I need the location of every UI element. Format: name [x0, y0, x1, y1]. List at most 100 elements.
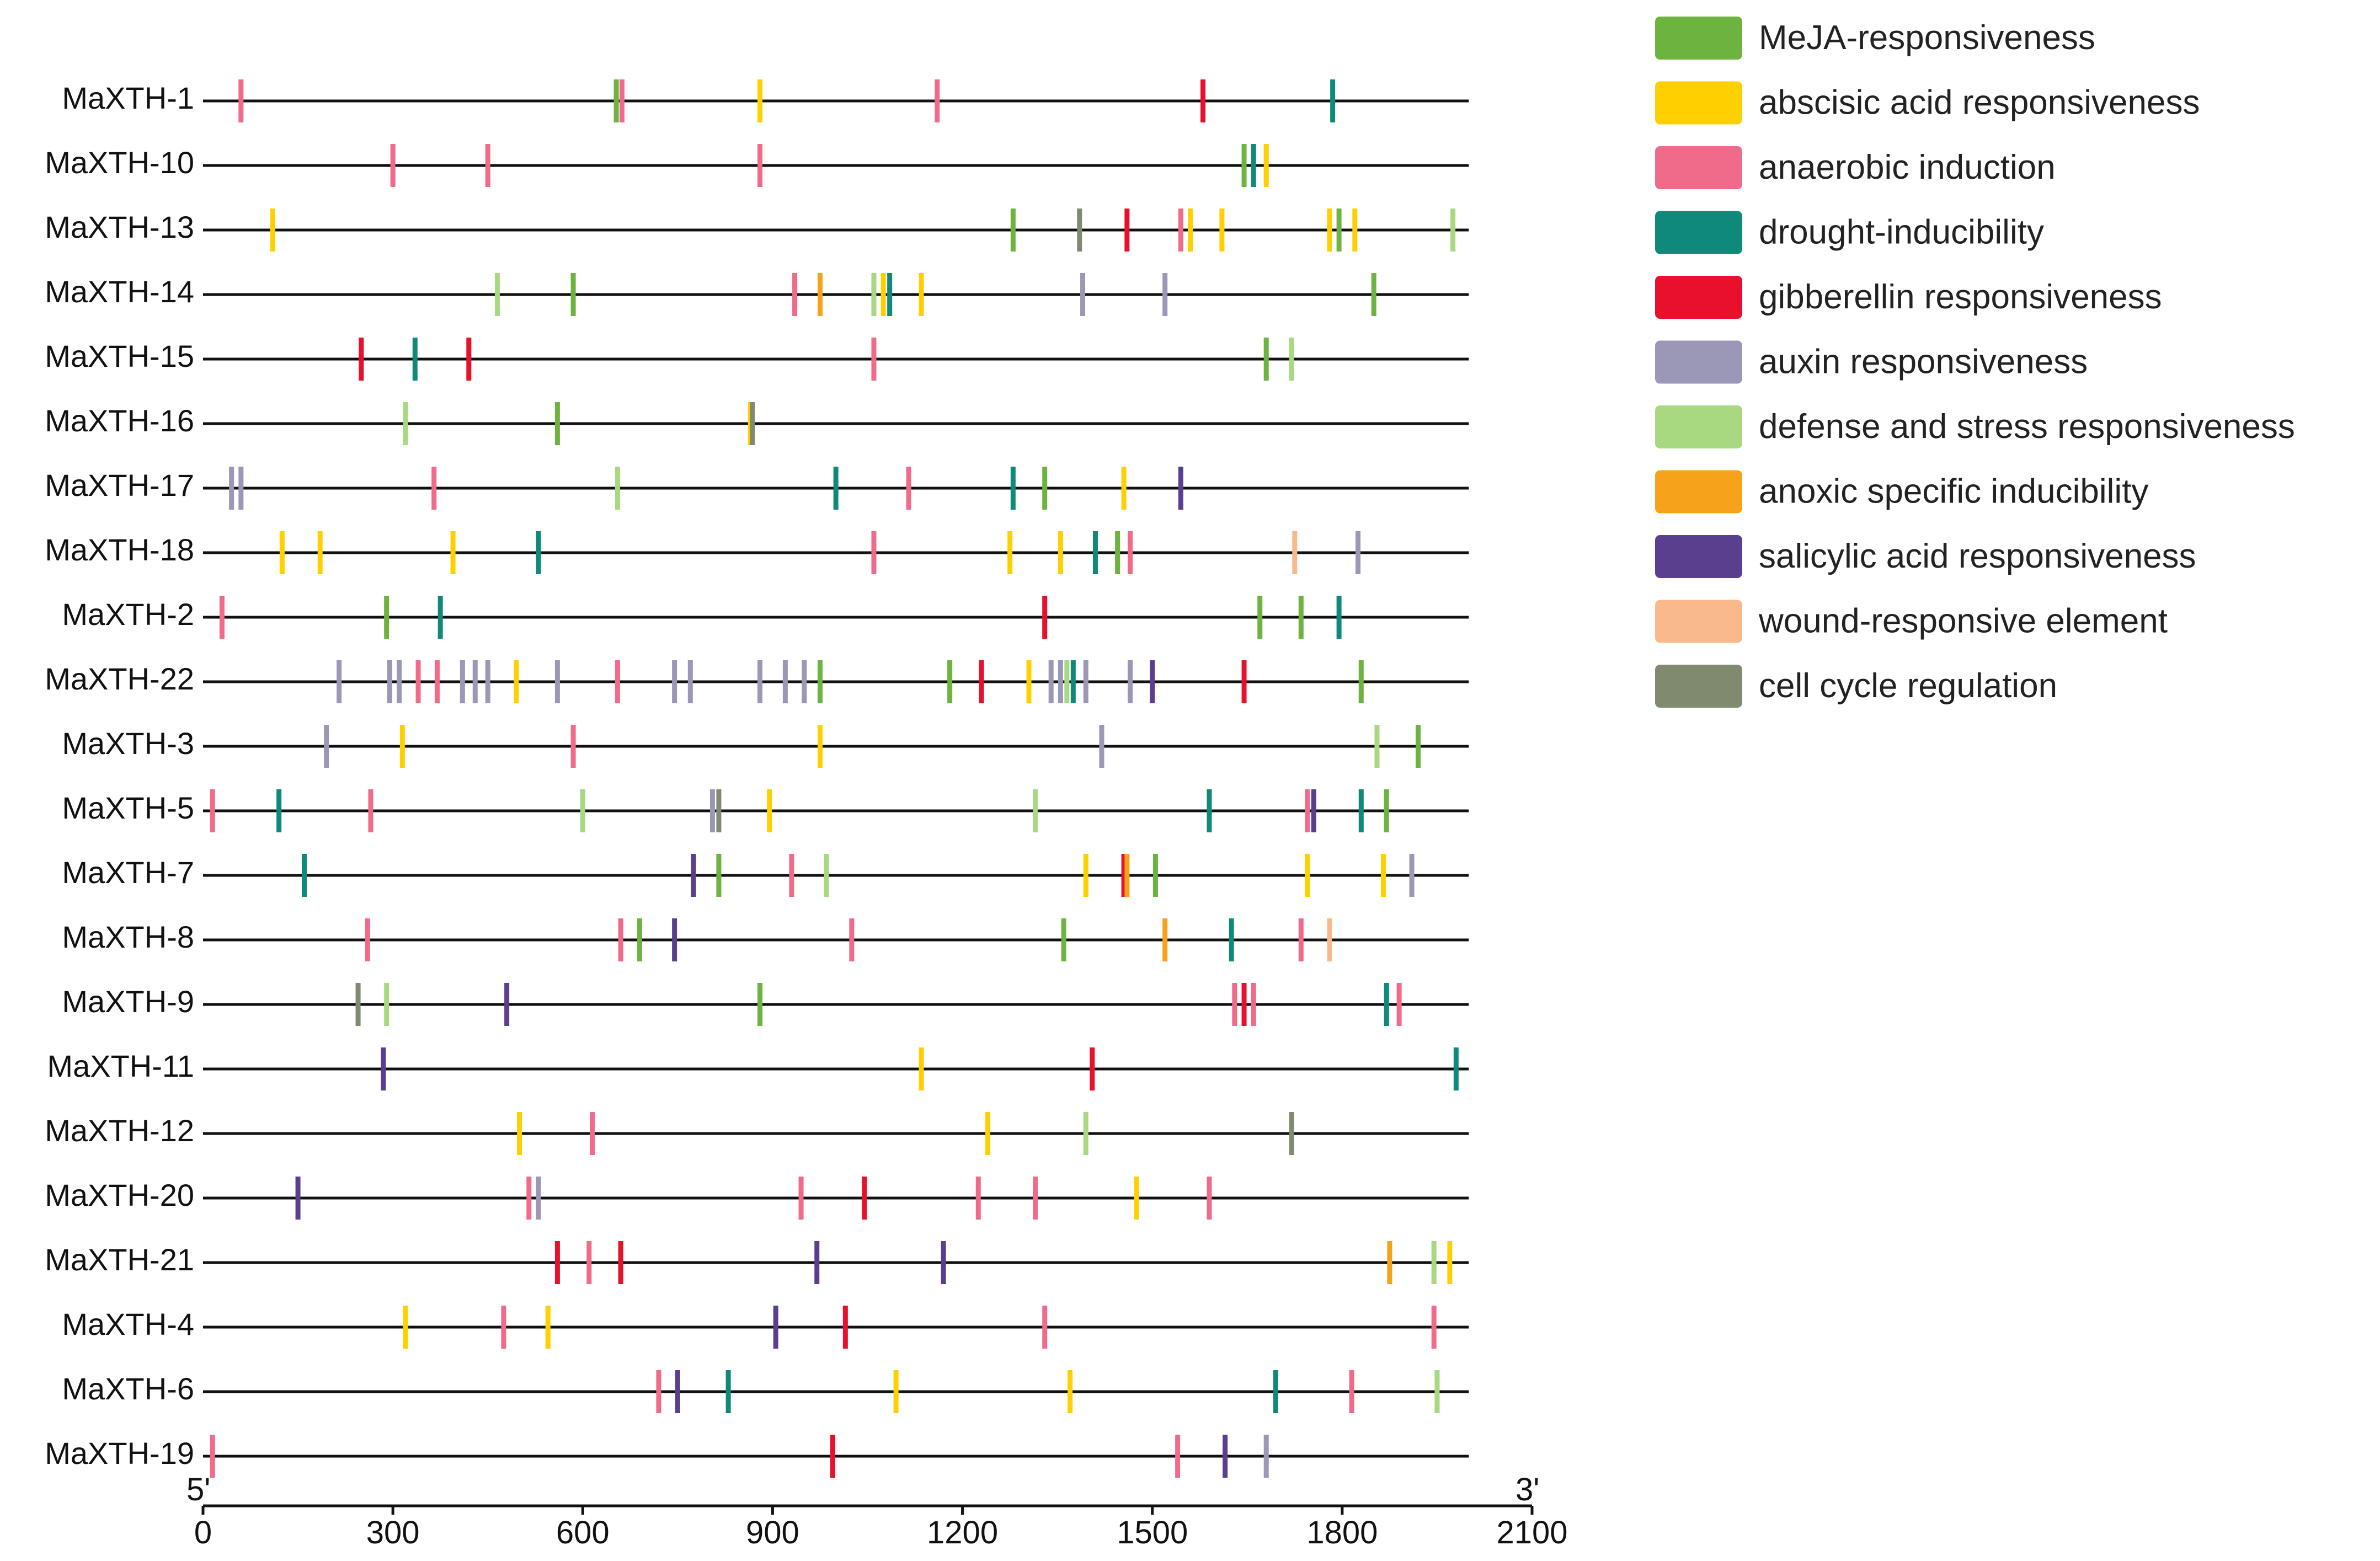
cis-element-mark [1251, 983, 1256, 1026]
legend-label: drought-inducibility [1759, 213, 2044, 252]
cis-element-mark [1150, 660, 1155, 703]
cis-element-mark [1219, 209, 1225, 252]
cis-element-mark [403, 402, 408, 445]
cis-element-mark [1048, 660, 1054, 703]
cis-element-mark [935, 79, 940, 122]
cis-element-mark [390, 144, 396, 187]
cis-element-mark [817, 660, 823, 703]
cis-element-mark [302, 854, 307, 897]
gene-label: MaXTH-8 [62, 920, 194, 954]
x-tick-label: 2100 [1496, 1515, 1567, 1551]
cis-element-mark [337, 660, 342, 703]
cis-element-mark [871, 531, 877, 574]
cis-element-mark [1453, 1047, 1459, 1090]
legend-item: wound-responsive element [1655, 600, 2168, 643]
gene-track: MaXTH-16 [45, 402, 1469, 445]
cis-element-mark [1090, 1047, 1095, 1090]
cis-element-mark [1207, 789, 1212, 832]
cis-element-mark [1387, 1241, 1392, 1284]
gene-track: MaXTH-14 [45, 273, 1469, 316]
gene-label: MaXTH-16 [45, 403, 194, 438]
cis-element-mark [1162, 918, 1168, 961]
cis-element-mark [1070, 660, 1076, 703]
cis-element-mark [466, 338, 472, 381]
cis-element-mark [1311, 789, 1316, 832]
gene-track: MaXTH-1 [62, 79, 1469, 122]
cis-element-mark [1409, 854, 1415, 897]
cis-element-mark [397, 660, 402, 703]
cis-element-mark [1128, 660, 1133, 703]
cis-element-mark [881, 273, 886, 316]
legend-swatch [1655, 405, 1742, 448]
cis-element-mark [1298, 918, 1304, 961]
cis-element-mark [871, 273, 877, 316]
cis-element-mark [387, 660, 392, 703]
cis-element-mark [919, 1047, 924, 1090]
cis-element-mark [1229, 918, 1234, 961]
gene-label: MaXTH-4 [62, 1307, 194, 1341]
cis-element-mark [757, 983, 762, 1026]
legend-label: anoxic specific inducibility [1759, 473, 2148, 511]
cis-element-mark [238, 79, 244, 122]
cis-element-mark [1241, 983, 1247, 1026]
cis-element-mark [415, 660, 421, 703]
gene-track: MaXTH-8 [62, 918, 1469, 961]
cis-element-mark [947, 660, 953, 703]
cis-element-mark [1152, 854, 1158, 897]
legend-label: defense and stress responsiveness [1759, 408, 2295, 446]
cis-element-mark [1007, 531, 1013, 574]
gene-label: MaXTH-21 [45, 1242, 194, 1277]
legend-swatch [1655, 470, 1742, 514]
cis-element-mark [893, 1370, 899, 1413]
cis-element-mark [1042, 467, 1048, 510]
cis-element-mark [1178, 209, 1183, 252]
cis-element-mark [1042, 1306, 1048, 1349]
gene-track: MaXTH-9 [62, 983, 1469, 1026]
legend-swatch [1655, 665, 1742, 708]
cis-element-mark [1188, 209, 1193, 252]
gene-track: MaXTH-11 [47, 1047, 1469, 1090]
cis-element-mark [504, 983, 510, 1026]
cis-element-mark [1099, 725, 1104, 768]
cis-element-mark [1175, 1435, 1181, 1478]
cis-element-mark [887, 273, 893, 316]
cis-element-mark [1121, 854, 1127, 897]
cis-element-mark [619, 79, 625, 122]
gene-track: MaXTH-22 [45, 660, 1469, 703]
cis-element-mark [355, 983, 361, 1026]
cis-element-mark [979, 660, 984, 703]
cis-element-mark [368, 789, 373, 832]
legend-item: anoxic specific inducibility [1655, 470, 2148, 514]
cis-element-mark [613, 79, 619, 122]
cis-element-mark [1241, 660, 1247, 703]
cis-element-mark [1058, 531, 1063, 574]
cis-element-mark [814, 1241, 820, 1284]
cis-element-mark [1384, 983, 1389, 1026]
cis-element-mark [716, 854, 722, 897]
cis-element-mark [526, 1177, 532, 1220]
cis-element-mark [1115, 531, 1120, 574]
legend-label: wound-responsive element [1758, 602, 2168, 640]
gene-label: MaXTH-3 [62, 726, 194, 761]
legend-label: abscisic acid responsiveness [1759, 84, 2200, 122]
cis-element-mark [1263, 144, 1269, 187]
cis-element-mark [1134, 1177, 1139, 1220]
cis-element-mark [757, 144, 762, 187]
cis-element-mark [1349, 1370, 1354, 1413]
legend-item: defense and stress responsiveness [1655, 405, 2295, 448]
cis-element-mark [210, 1435, 215, 1478]
cis-element-mark [485, 144, 490, 187]
legend-label: cell cycle regulation [1759, 667, 2057, 705]
cis-element-mark [219, 596, 225, 639]
cis-element-mark [1336, 596, 1342, 639]
cis-element-mark [1124, 854, 1130, 897]
three-prime-label: 3' [1515, 1472, 1539, 1507]
cis-element-mark [1305, 854, 1310, 897]
cis-element-mark [871, 338, 877, 381]
gene-track: MaXTH-6 [62, 1370, 1469, 1413]
cis-element-mark [554, 660, 560, 703]
cis-element-mark [450, 531, 456, 574]
cis-element-mark [1032, 1177, 1038, 1220]
cis-element-mark [1384, 789, 1389, 832]
